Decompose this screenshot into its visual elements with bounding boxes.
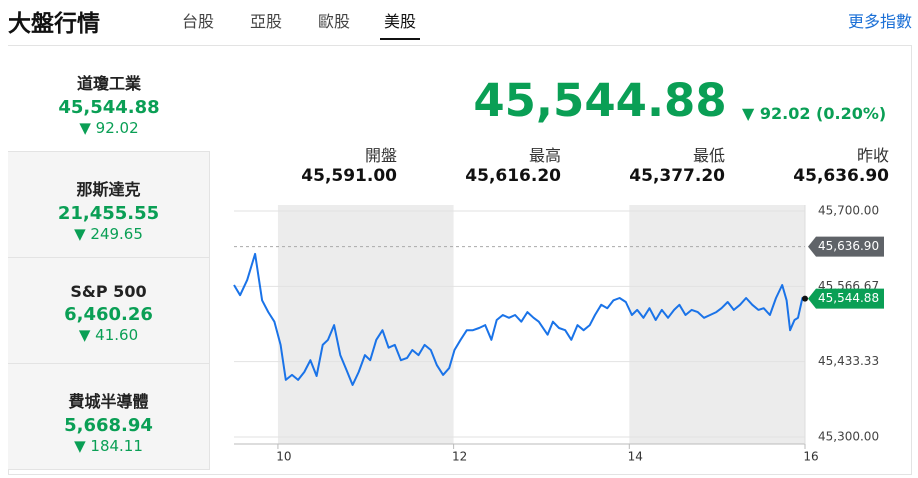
tab[interactable]: 亞股 [249, 12, 282, 31]
price-change: ▼ 92.02 (0.20%) [742, 104, 887, 123]
index-change: ▼ 184.11 [74, 437, 143, 455]
stat-value: 45,591.00 [301, 166, 397, 186]
y-tick-label: 45,433.33 [818, 354, 879, 368]
x-tick-label: 12 [452, 450, 467, 464]
reference-badge [808, 236, 884, 257]
index-item[interactable]: 道瓊工業 45,544.88 ▼ 92.02 [8, 46, 210, 152]
index-change-text: 92.02 [95, 119, 139, 137]
index-name: 那斯達克 [76, 180, 141, 199]
index-change-text: 249.65 [90, 225, 143, 243]
price-line [233, 252, 806, 386]
index-change-text: 184.11 [90, 437, 143, 455]
stat-label: 最低 [692, 146, 725, 165]
x-tick-label: 10 [276, 450, 291, 464]
tab-underline [380, 38, 420, 40]
tab[interactable]: 歐股 [317, 12, 350, 31]
index-value: 6,460.26 [64, 304, 153, 325]
more-link[interactable]: 更多指數 [847, 12, 912, 31]
stat-value: 45,636.90 [793, 166, 889, 186]
tab[interactable]: 台股 [181, 12, 214, 31]
index-change-text: 41.60 [95, 326, 139, 344]
index-name: 道瓊工業 [76, 74, 141, 93]
index-value: 21,455.55 [57, 203, 160, 224]
index-value: 45,544.88 [58, 97, 160, 118]
last-label: 45,544.88 [818, 291, 879, 305]
stat-value: 45,616.20 [465, 166, 561, 186]
index-name: S&P 500 [70, 282, 147, 301]
index-item[interactable]: 費城半導體 5,668.94 ▼ 184.11 [8, 364, 210, 470]
index-item[interactable]: 那斯達克 21,455.55 ▼ 249.65 [8, 152, 210, 258]
last-badge [808, 288, 884, 309]
stat-label: 昨收 [856, 146, 889, 165]
index-change: ▼ 41.60 [78, 326, 139, 344]
title: 大盤行情 [8, 11, 100, 37]
last-dot [802, 295, 808, 302]
x-tick-label: 14 [628, 450, 643, 464]
shade-band [277, 205, 454, 444]
stat-label: 最高 [528, 146, 561, 165]
shade-band [629, 205, 805, 444]
index-name: 費城半導體 [68, 392, 149, 411]
tab[interactable]: 美股 [383, 12, 416, 31]
stat-label: 開盤 [364, 146, 397, 165]
index-change: ▼ 249.65 [74, 225, 143, 243]
index-change: ▼ 92.02 [79, 119, 139, 137]
y-tick-label: 45,700.00 [818, 204, 879, 218]
index-value: 5,668.94 [64, 415, 153, 436]
y-tick-label: 45,300.00 [818, 430, 879, 444]
price: 45,544.88 [473, 74, 727, 127]
price-change-text: 92.02 (0.20%) [759, 104, 887, 123]
index-item[interactable]: S&P 500 6,460.26 ▼ 41.60 [8, 258, 210, 364]
x-tick-label: 16 [803, 450, 818, 464]
stat-value: 45,377.20 [629, 166, 725, 186]
reference-label: 45,636.90 [818, 239, 879, 253]
